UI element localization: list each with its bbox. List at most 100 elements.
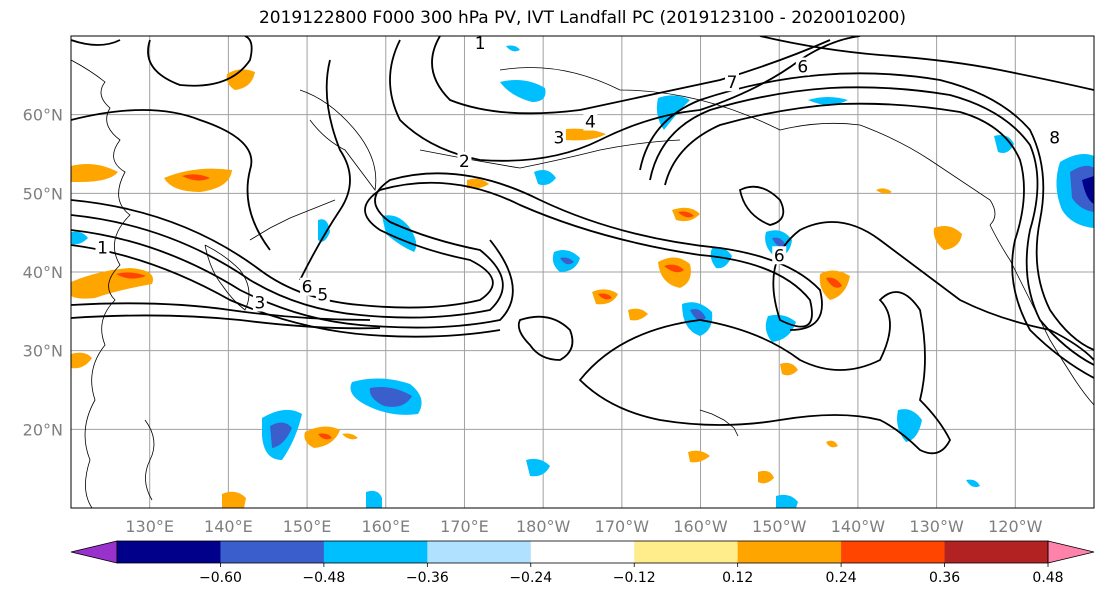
pv-contour xyxy=(664,102,1094,379)
colorbar-segment xyxy=(737,541,842,563)
colorbar-segment xyxy=(117,541,221,563)
pv-contour xyxy=(71,181,1094,361)
ivt-negative-blob xyxy=(776,494,798,508)
pv-contour xyxy=(71,314,381,330)
ivt-positive-blob xyxy=(71,164,118,182)
pv-contour-label: 6 xyxy=(774,246,785,266)
pv-contour-label: 2 xyxy=(459,152,470,172)
colorbar-segment xyxy=(634,541,739,563)
pv-contour-label: 3 xyxy=(553,128,564,148)
colorbar-extend-high xyxy=(1047,540,1095,564)
pv-contour-label: 7 xyxy=(727,73,738,93)
colorbar-segment xyxy=(944,541,1049,563)
ivt-negative-blob xyxy=(526,458,550,477)
ivt-positive-blob xyxy=(71,352,92,369)
ivt-negative-blob xyxy=(71,231,88,245)
colorbar-tick-label: 0.36 xyxy=(929,570,960,586)
ivt-positive-blob xyxy=(658,257,691,288)
pv-contour xyxy=(517,315,574,361)
lon-tick-label: 180°W xyxy=(516,517,571,536)
ivt-positive-blob xyxy=(933,226,962,250)
colorbar-tick-label: 0.24 xyxy=(826,570,857,586)
pv-contour xyxy=(71,109,271,251)
gridlines xyxy=(71,36,1094,508)
colorbar-tick-label: −0.48 xyxy=(302,570,345,586)
colorbar-outline xyxy=(116,540,1049,564)
pv-contour xyxy=(431,36,831,115)
ivt-positive-blob xyxy=(758,470,774,484)
ivt-positive-blob xyxy=(876,188,892,194)
pv-contour xyxy=(759,36,1094,91)
ivt-negative-blob xyxy=(270,422,292,448)
ivt-positive-blob xyxy=(467,178,489,189)
pv-contour xyxy=(738,185,785,226)
lat-tick-label: 20°N xyxy=(23,420,63,439)
pv-label-bg xyxy=(725,73,740,92)
pv-label-bg xyxy=(457,151,472,170)
lon-tick-label: 140°E xyxy=(204,517,253,536)
lon-tick-label: 150°E xyxy=(283,517,332,536)
ivt-negative-blob xyxy=(1082,176,1094,204)
ivt-negative-blob xyxy=(500,80,546,102)
ivt-negative-blob xyxy=(994,135,1014,153)
pv-contour xyxy=(71,244,501,338)
pv-contour-label: 6 xyxy=(302,278,313,298)
ivt-negative-blob xyxy=(690,309,706,321)
colorbar xyxy=(70,540,1095,564)
colorbar-segment xyxy=(220,541,325,563)
ivt-negative-blob xyxy=(506,45,520,52)
pv-label-bg xyxy=(795,57,810,76)
lon-tick-label: 140°W xyxy=(831,517,886,536)
lon-tick-label: 150°W xyxy=(752,517,807,536)
ivt-negative-blob xyxy=(808,97,848,105)
lat-tick-label: 50°N xyxy=(23,184,63,203)
pv-label-bg xyxy=(300,277,315,296)
colorbar-tick-labels: −0.60 −0.48 −0.36 −0.24 −0.12 0.12 0.24 0.36 0.4… xyxy=(199,563,1064,586)
pv-contour xyxy=(649,86,1094,366)
colorbar-segment xyxy=(427,541,532,563)
colorbar-segment xyxy=(530,541,635,563)
ivt-positive-blob xyxy=(116,272,146,279)
ivt-negative-blob xyxy=(1070,165,1094,212)
colorbar-extend-low xyxy=(70,540,118,564)
lon-tick-label: 170°E xyxy=(440,517,489,536)
ivt-negative-blob xyxy=(366,490,382,508)
ivt-negative-blob xyxy=(897,409,922,442)
ivt-positive-blob xyxy=(826,277,842,288)
coastline-alaska xyxy=(499,67,996,226)
chart-title: 2019122800 F000 300 hPa PV, IVT Landfall… xyxy=(258,8,906,28)
pv-contour xyxy=(71,302,371,321)
ivt-negative-blob xyxy=(772,237,786,247)
coastline-kamchatka xyxy=(299,89,377,191)
colorbar-tick-label: −0.24 xyxy=(509,570,552,586)
lat-tick-label: 60°N xyxy=(23,106,63,125)
latitude-tick-labels: 20°N 30°N 40°N 50°N 60°N xyxy=(23,106,63,440)
colorbar-tick-label: −0.60 xyxy=(199,570,242,586)
pv-contour-label: 8 xyxy=(1049,128,1060,148)
colorbar-tick-label: −0.12 xyxy=(613,570,656,586)
pv-label-bg xyxy=(473,36,488,52)
ivt-positive-blob xyxy=(342,433,358,440)
pv-contour-label: 3 xyxy=(254,293,265,313)
lon-tick-label: 170°W xyxy=(595,517,650,536)
lon-tick-label: 130°E xyxy=(125,517,174,536)
ivt-negative-blob xyxy=(966,479,980,488)
pv-contour xyxy=(578,291,952,455)
pv-contour xyxy=(147,36,253,87)
pv-contours xyxy=(71,36,1094,455)
colorbar-tick-label: 0.12 xyxy=(722,570,753,586)
ivt-negative-blob xyxy=(765,314,796,342)
lat-tick-label: 40°N xyxy=(23,263,63,282)
ivt-positive-blob xyxy=(226,69,255,90)
pv-label-bg xyxy=(1047,128,1062,147)
map-frame xyxy=(70,35,1095,509)
pv-contour xyxy=(639,72,1094,351)
colorbar-tick-label: −0.36 xyxy=(406,570,449,586)
ivt-negative-blob xyxy=(369,387,412,407)
pv-contour-label: 5 xyxy=(317,286,328,306)
ivt-positive-blob xyxy=(318,433,332,440)
pv-contour xyxy=(299,59,351,281)
lat-tick-label: 30°N xyxy=(23,342,63,361)
